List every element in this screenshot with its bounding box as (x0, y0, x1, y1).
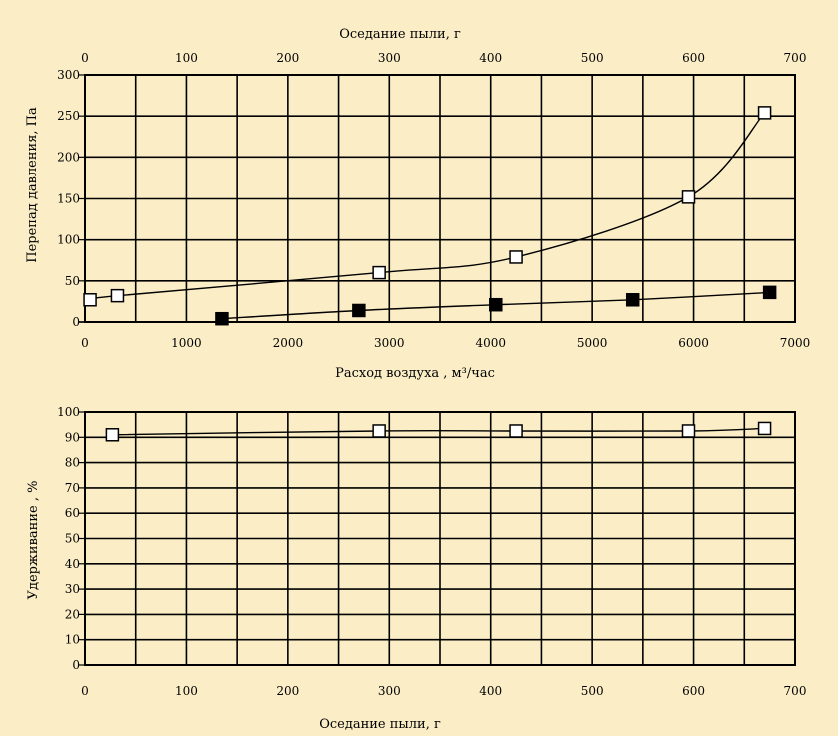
chart2-y-tick-label: 40 (65, 557, 80, 571)
chart1-x-tick-label: 0 (81, 336, 89, 350)
chart2-y-tick-label: 80 (65, 456, 80, 470)
chart2-markers (105, 421, 772, 442)
chart1-series-1-point (372, 265, 386, 280)
chart1-markers (83, 106, 777, 326)
chart1-series-1-point (83, 293, 97, 307)
chart1-top-tick-label: 300 (378, 51, 401, 65)
chart1-y-tick-label: 50 (65, 274, 80, 288)
chart2-x-tick-label: 500 (581, 684, 604, 698)
chart2-x-axis-title: Оседание пыли, г (319, 717, 441, 732)
chart2-y-tick-label: 30 (65, 582, 80, 596)
chart1-top-tick-label: 700 (784, 51, 807, 65)
chart2-series-1-point (509, 424, 523, 438)
chart1-top-axis-title: Оседание пыли, г (339, 27, 461, 42)
chart2-series-1-point (757, 421, 772, 436)
chart1-grid (79, 74, 796, 323)
chart1-x-tick-label: 3000 (374, 336, 405, 350)
chart1-top-tick-label: 500 (581, 51, 604, 65)
chart2-series-1-point (105, 428, 120, 442)
chart1-y-tick-label: 0 (72, 315, 80, 329)
chart2-x-tick-label: 200 (276, 684, 299, 698)
chart1-series-1-point (509, 250, 523, 264)
chart1-x-tick-label: 7000 (780, 336, 811, 350)
chart1-x-tick-label: 1000 (171, 336, 202, 350)
chart2-x-tick-label: 100 (175, 684, 198, 698)
chart2-series-1-point (372, 424, 386, 438)
chart1-series-2-point (625, 293, 640, 307)
chart1-y-tick-label: 150 (57, 192, 80, 206)
chart1-x-tick-label: 4000 (475, 336, 506, 350)
chart1-series-2-point (489, 297, 503, 312)
pressure-drop-chart: Оседание пыли, г Расход воздуха , м³/час… (25, 27, 810, 381)
chart1-top-tick-label: 600 (682, 51, 705, 65)
chart1-top-tick-label: 400 (479, 51, 502, 65)
chart1-top-tick-label: 200 (276, 51, 299, 65)
chart2-y-tick-label: 10 (65, 633, 80, 647)
chart1-y-axis-title: Перепад давления, Па (25, 107, 40, 263)
chart2-y-tick-label: 70 (65, 481, 80, 495)
chart2-y-tick-label: 100 (57, 405, 80, 419)
chart2-y-axis-title: Удерживание , % (26, 481, 41, 600)
chart2-y-tick-label: 0 (72, 658, 80, 672)
chart1-series-1-point (757, 106, 772, 120)
chart1-y-tick-label: 250 (57, 109, 80, 123)
chart1-y-tick-label: 100 (57, 233, 80, 247)
chart1-series-1-point (681, 190, 696, 204)
chart2-x-tick-label: 300 (378, 684, 401, 698)
chart2-y-tick-label: 20 (65, 607, 80, 621)
chart2-x-tick-label: 400 (479, 684, 502, 698)
chart2-y-tick-label: 60 (65, 506, 80, 520)
chart2-y-tick-label: 90 (65, 430, 80, 444)
chart2-grid (79, 411, 796, 666)
chart1-ticks: 0 100 200 300 400 500 600 7000 1000 2000 3000 4000 5… (57, 51, 810, 350)
chart2-series-1-point (681, 424, 696, 438)
chart1-series-2-point (762, 285, 777, 300)
chart2-y-tick-label: 50 (65, 532, 80, 546)
chart2-x-tick-label: 0 (81, 684, 89, 698)
chart1-x-tick-label: 5000 (577, 336, 608, 350)
chart2-x-tick-label: 700 (784, 684, 807, 698)
chart1-x-tick-label: 2000 (273, 336, 304, 350)
retention-chart: Оседание пыли, г Удерживание , % 0 100 200… (26, 405, 806, 732)
chart2-x-tick-label: 600 (682, 684, 705, 698)
chart1-x-axis-title: Расход воздуха , м³/час (335, 366, 495, 381)
chart1-top-tick-label: 0 (81, 51, 89, 65)
chart1-series-1-point (110, 288, 125, 303)
chart1-top-tick-label: 100 (175, 51, 198, 65)
chart1-y-tick-label: 200 (57, 150, 80, 164)
chart2-ticks: 0 100 200 300 400 500 600 700 0 10 20 30 40 50 60 70 80 9… (57, 405, 806, 698)
chart1-series-2-point (352, 303, 366, 318)
chart1-y-tick-label: 300 (57, 68, 80, 82)
chart1-x-tick-label: 6000 (678, 336, 709, 350)
chart1-series-2-point (215, 311, 229, 326)
